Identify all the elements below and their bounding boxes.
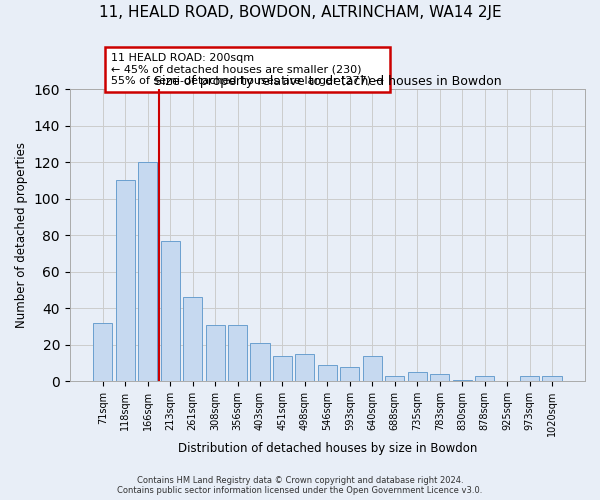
Text: 11, HEALD ROAD, BOWDON, ALTRINCHAM, WA14 2JE: 11, HEALD ROAD, BOWDON, ALTRINCHAM, WA14…: [98, 5, 502, 20]
Bar: [138, 162, 157, 382]
Bar: [452, 380, 472, 382]
Bar: [340, 366, 359, 382]
Bar: [183, 298, 202, 382]
Bar: [363, 356, 382, 382]
Text: 11 HEALD ROAD: 200sqm
← 45% of detached houses are smaller (230)
55% of semi-det: 11 HEALD ROAD: 200sqm ← 45% of detached …: [111, 53, 384, 86]
Bar: [206, 324, 224, 382]
Bar: [475, 376, 494, 382]
Bar: [250, 343, 269, 382]
Bar: [116, 180, 135, 382]
Bar: [430, 374, 449, 382]
Bar: [385, 376, 404, 382]
Bar: [542, 376, 562, 382]
Bar: [228, 324, 247, 382]
X-axis label: Distribution of detached houses by size in Bowdon: Distribution of detached houses by size …: [178, 442, 477, 455]
Bar: [93, 323, 112, 382]
Y-axis label: Number of detached properties: Number of detached properties: [15, 142, 28, 328]
Bar: [520, 376, 539, 382]
Bar: [318, 365, 337, 382]
Bar: [407, 372, 427, 382]
Bar: [295, 354, 314, 382]
Title: Size of property relative to detached houses in Bowdon: Size of property relative to detached ho…: [154, 75, 501, 88]
Text: Contains HM Land Registry data © Crown copyright and database right 2024.
Contai: Contains HM Land Registry data © Crown c…: [118, 476, 482, 495]
Bar: [273, 356, 292, 382]
Bar: [161, 240, 179, 382]
